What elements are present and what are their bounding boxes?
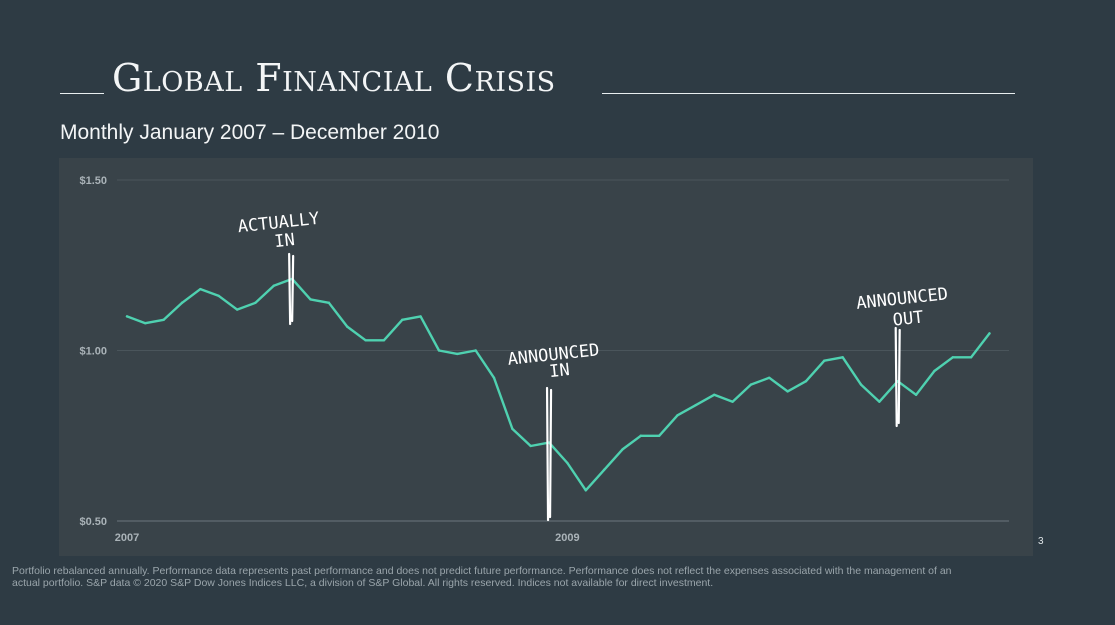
grid-lines — [117, 179, 1009, 522]
data-point — [602, 468, 606, 472]
annotation-marker — [545, 386, 553, 522]
data-point — [621, 448, 624, 451]
data-point — [125, 315, 129, 318]
data-point — [823, 359, 826, 362]
title-row: Global Financial Crisis — [60, 56, 1015, 100]
series-line — [125, 277, 991, 492]
title-rule-right — [602, 93, 1015, 94]
annotation-marker — [288, 252, 295, 326]
data-point — [511, 427, 514, 431]
data-point — [199, 287, 202, 291]
page-number: 3 — [1038, 536, 1044, 547]
data-point — [180, 301, 184, 304]
data-point — [492, 376, 496, 379]
annotation-label-line2: OUT — [892, 307, 925, 330]
annotation-marker — [894, 326, 901, 428]
data-point — [768, 376, 771, 379]
data-point — [474, 349, 477, 352]
data-point — [914, 393, 918, 397]
disclaimer-line-1: Portfolio rebalanced annually. Performan… — [12, 565, 952, 577]
data-point — [988, 332, 991, 335]
data-point — [162, 318, 165, 322]
data-point — [382, 339, 386, 342]
data-point — [841, 356, 844, 359]
data-point — [694, 403, 698, 407]
data-point — [713, 393, 716, 397]
data-point — [969, 356, 973, 359]
data-point — [676, 414, 679, 417]
x-tick-label: 2007 — [115, 532, 139, 544]
title-rule-left — [60, 93, 104, 94]
data-point — [584, 489, 587, 492]
annotation-label-line2: IN — [548, 360, 570, 382]
data-point — [346, 325, 349, 328]
data-point — [859, 383, 863, 386]
data-point — [401, 318, 404, 322]
annotation-label-line2: IN — [273, 230, 295, 252]
chart-panel: $0.50 $1.00 $1.50 2007 2009 ACTUALLY IN ANNOU… — [59, 158, 1033, 556]
data-point — [254, 301, 257, 304]
x-tick-label: 2009 — [555, 532, 579, 544]
y-tick-label: $1.00 — [79, 346, 107, 358]
data-point — [566, 461, 569, 465]
data-point — [235, 308, 239, 311]
data-point — [419, 315, 422, 318]
data-point — [933, 369, 936, 373]
disclaimer-line-2: actual portfolio. S&P data © 2020 S&P Do… — [12, 577, 714, 589]
data-point — [456, 352, 459, 356]
data-point — [786, 390, 789, 393]
data-point — [437, 349, 441, 352]
data-point — [364, 339, 367, 342]
line-chart: $0.50 $1.00 $1.50 2007 2009 ACTUALLYINANNOU… — [79, 175, 1009, 544]
data-point — [804, 379, 808, 383]
data-point — [144, 322, 147, 325]
y-tick-label: $0.50 — [79, 516, 107, 528]
data-point — [217, 294, 220, 298]
x-axis-tick-labels: 2007 2009 — [115, 532, 580, 544]
y-axis-tick-labels: $0.50 $1.00 $1.50 — [79, 175, 107, 528]
data-point — [657, 434, 661, 437]
data-point — [639, 434, 642, 437]
slide-subtitle: Monthly January 2007 – December 2010 — [60, 121, 440, 144]
data-point — [529, 444, 532, 448]
data-point — [731, 400, 734, 403]
slide-title: Global Financial Crisis — [112, 56, 556, 100]
y-tick-label: $1.50 — [79, 175, 107, 187]
data-point — [749, 383, 753, 386]
disclaimer-footer: Portfolio rebalanced annually. Performan… — [12, 565, 1002, 589]
data-point — [878, 400, 881, 403]
data-point — [327, 301, 331, 304]
data-point — [272, 284, 275, 287]
data-point — [309, 298, 312, 301]
data-point — [951, 356, 954, 359]
